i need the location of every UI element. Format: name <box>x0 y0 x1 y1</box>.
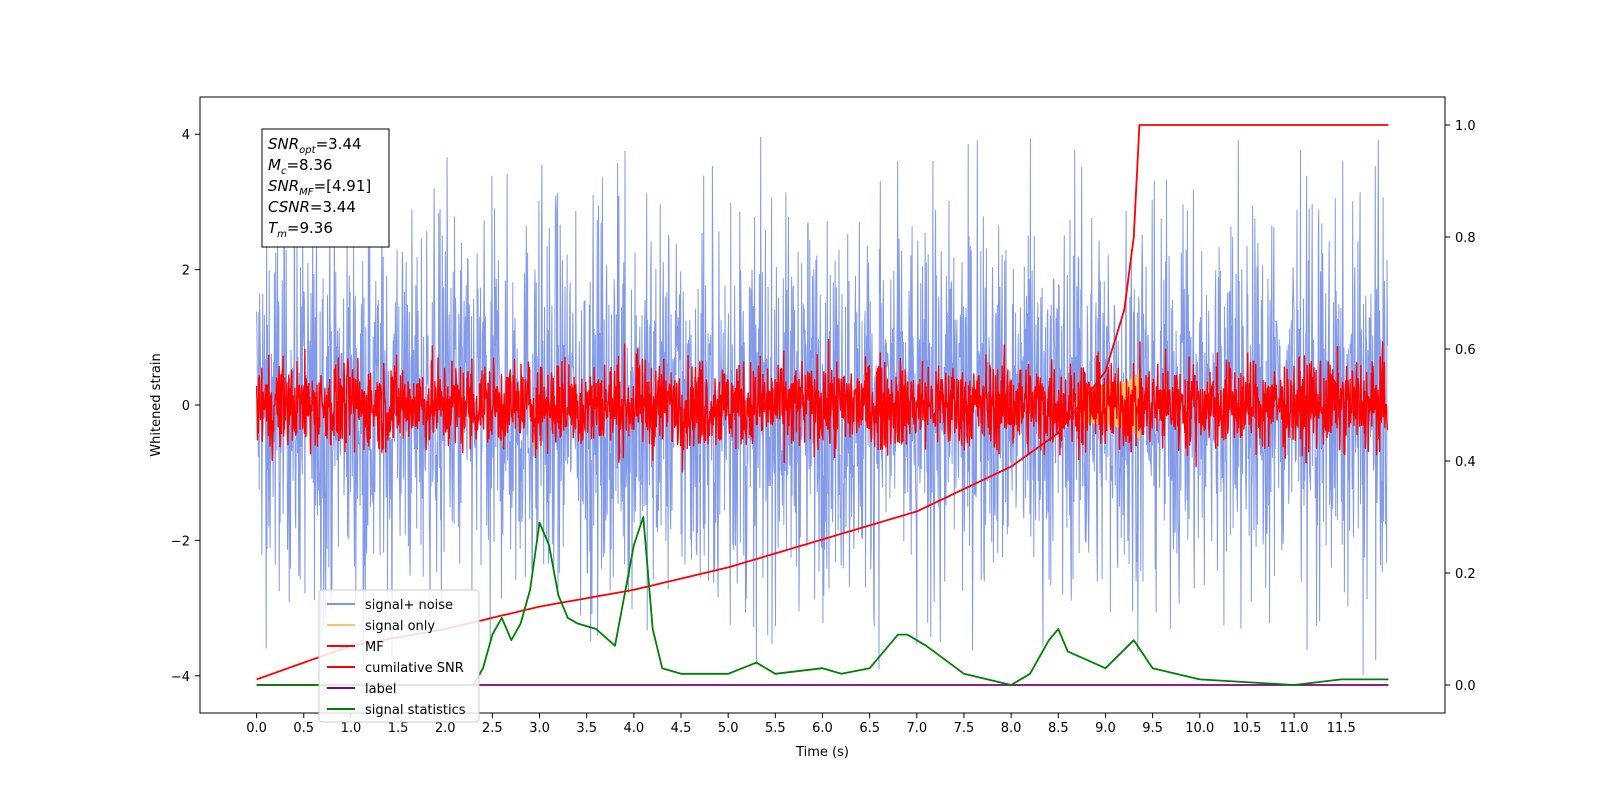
annotation-value: =[4.91] <box>314 177 372 195</box>
y-tick-label: −4 <box>171 670 190 685</box>
y-tick-label: 0 <box>182 399 190 414</box>
x-tick-label: 7.0 <box>906 721 927 736</box>
legend-entry: MF <box>365 640 384 655</box>
annotation-value: =9.36 <box>287 219 333 237</box>
series-mf-line <box>255 338 1389 473</box>
annotation-box: SNRopt=3.44Mc=8.36SNRMF=[4.91]CSNR=3.44T… <box>261 128 390 248</box>
y2-tick-label: 0.6 <box>1455 343 1476 358</box>
y-tick-label: 4 <box>182 128 190 143</box>
legend: signal+ noise signal only MF cumilative SNR… <box>318 589 480 723</box>
annotation-line: CSNR=3.44 <box>268 198 356 216</box>
x-tick-label: 1.5 <box>388 721 409 736</box>
x-tick-label: 5.0 <box>718 721 739 736</box>
x-tick-label: 6.5 <box>859 721 880 736</box>
x-tick-label: 9.0 <box>1095 721 1116 736</box>
y-tick-label: −2 <box>171 534 190 549</box>
y-axis-label: Whitened strain <box>149 353 164 456</box>
x-tick-label: 6.0 <box>812 721 833 736</box>
series-signal-statistics-line <box>256 516 1389 686</box>
x-tick-label: 0.0 <box>246 721 267 736</box>
annotation-variable: T <box>268 219 279 237</box>
y2-tick-label: 0.2 <box>1455 567 1476 582</box>
annotation-value: =3.44 <box>316 135 362 153</box>
x-tick-label: 4.5 <box>671 721 692 736</box>
x-tick-label: 3.5 <box>576 721 597 736</box>
legend-entry: signal statistics <box>365 703 466 718</box>
y2-tick-label: 0.4 <box>1455 455 1476 470</box>
legend-entry: signal only <box>365 619 435 634</box>
annotation-subscript: c <box>281 166 287 177</box>
x-tick-label: 10.0 <box>1185 721 1214 736</box>
x-tick-label: 8.5 <box>1048 721 1069 736</box>
annotation-line: SNRMF=[4.91] <box>268 177 371 198</box>
annotation-subscript: opt <box>299 145 316 156</box>
x-tick-label: 5.5 <box>765 721 786 736</box>
x-tick-label: 0.5 <box>293 721 314 736</box>
y-tick-label: 2 <box>182 264 190 279</box>
x-tick-label: 11.5 <box>1327 721 1356 736</box>
annotation-variable: CSNR <box>268 198 310 216</box>
y2-tick-label: 0.0 <box>1455 679 1476 694</box>
annotation-line: SNRopt=3.44 <box>268 135 362 156</box>
x-tick-label: 2.5 <box>482 721 503 736</box>
annotation-value: =3.44 <box>310 198 356 216</box>
annotation-variable: SNR <box>268 177 299 195</box>
x-tick-label: 4.0 <box>624 721 645 736</box>
annotation-value: =8.36 <box>286 156 332 174</box>
x-tick-label: 10.5 <box>1232 721 1261 736</box>
annotation-line: Tm=9.36 <box>268 219 333 240</box>
annotation-variable: SNR <box>268 135 299 153</box>
x-tick-label: 7.5 <box>954 721 975 736</box>
x-tick-label: 1.0 <box>341 721 362 736</box>
y2-tick-label: 0.8 <box>1455 231 1476 246</box>
x-tick-label: 11.0 <box>1280 721 1309 736</box>
y2-tick-label: 1.0 <box>1455 119 1476 134</box>
x-tick-label: 9.5 <box>1142 721 1163 736</box>
annotation-variable: M <box>268 156 281 174</box>
x-tick-label: 8.0 <box>1001 721 1022 736</box>
axes-layer: 0.0 0.5 1.0 1.5 2.0 2.5 3.0 3.5 4.0 4.5 5.0 5.5 6.0 6… <box>171 119 1476 736</box>
x-tick-label: 2.0 <box>435 721 456 736</box>
legend-entry: label <box>365 682 396 697</box>
x-tick-label: 3.0 <box>529 721 550 736</box>
annotation-line: Mc=8.36 <box>268 156 332 177</box>
legend-entry: cumilative SNR <box>365 661 464 676</box>
annotation-frame <box>261 128 390 248</box>
legend-frame <box>318 589 480 723</box>
x-axis-label: Time (s) <box>795 745 849 760</box>
annotation-subscript: m <box>277 229 287 240</box>
annotation-subscript: MF <box>299 187 314 198</box>
legend-entry: signal+ noise <box>365 598 453 613</box>
